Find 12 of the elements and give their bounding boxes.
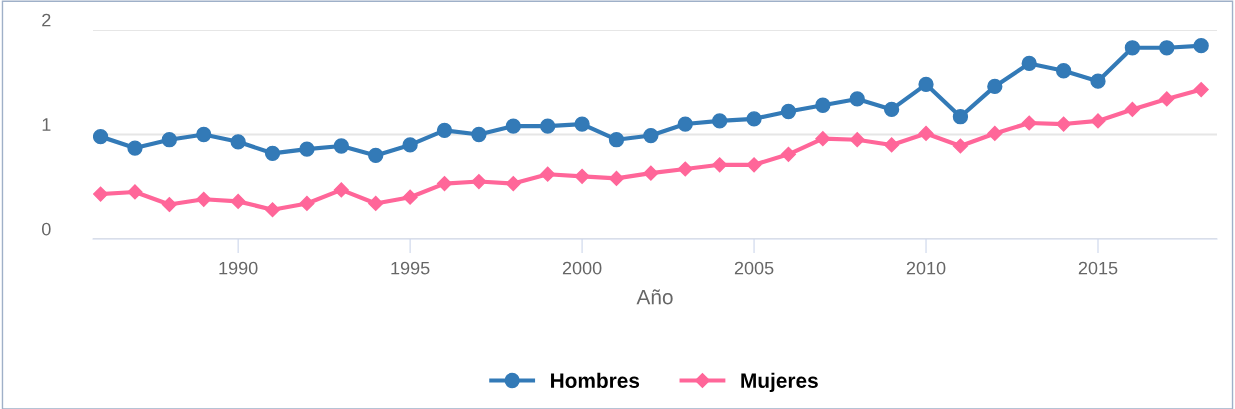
y-tick-label: 2 (42, 13, 51, 27)
x-tick-label: 1995 (391, 261, 430, 275)
legend-label: Mujeres (741, 372, 818, 393)
legend-label: Hombres (551, 372, 640, 388)
x-axis-title: Año (636, 289, 673, 305)
x-tick-label: 2010 (906, 261, 946, 275)
x-tick-label: 2005 (734, 261, 774, 275)
y-tick-label: 1 (42, 118, 51, 131)
x-tick-label: 1990 (219, 261, 258, 275)
x-tick-label: 2000 (562, 261, 602, 275)
x-tick-label: 2015 (1078, 261, 1118, 275)
y-tick-label: 0 (42, 222, 51, 236)
